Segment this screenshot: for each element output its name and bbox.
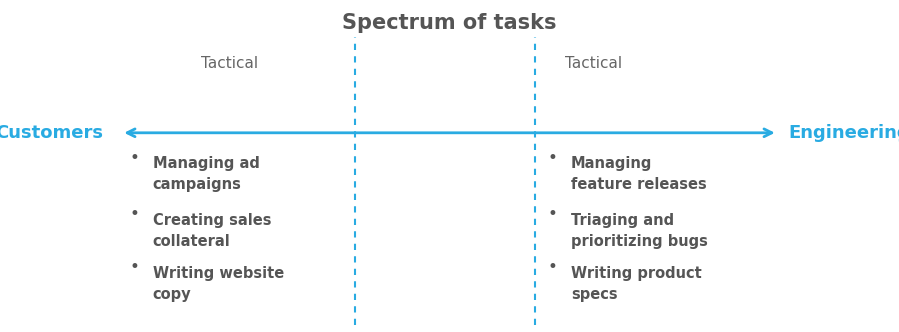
Text: Managing
feature releases: Managing feature releases [571, 156, 707, 192]
Text: •: • [130, 149, 139, 167]
Text: Triaging and
prioritizing bugs: Triaging and prioritizing bugs [571, 213, 708, 249]
Text: Customers: Customers [0, 124, 103, 142]
Text: •: • [548, 149, 557, 167]
Text: •: • [548, 205, 557, 223]
Text: •: • [130, 258, 139, 276]
Text: Writing website
copy: Writing website copy [153, 266, 284, 302]
Text: Writing product
specs: Writing product specs [571, 266, 701, 302]
Text: Engineering: Engineering [788, 124, 899, 142]
Text: •: • [130, 205, 139, 223]
Text: Tactical: Tactical [565, 55, 622, 71]
Text: Managing ad
campaigns: Managing ad campaigns [153, 156, 260, 192]
Text: Creating sales
collateral: Creating sales collateral [153, 213, 271, 249]
Text: •: • [548, 258, 557, 276]
Text: Spectrum of tasks: Spectrum of tasks [343, 13, 556, 33]
Text: Tactical: Tactical [200, 55, 258, 71]
